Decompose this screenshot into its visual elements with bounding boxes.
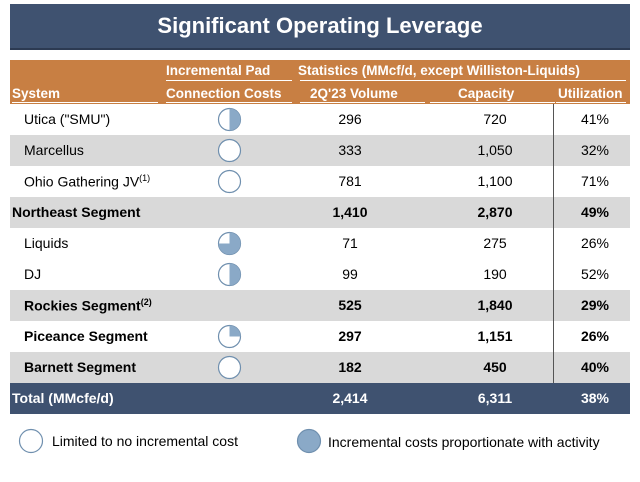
row-volume: 182 xyxy=(338,359,362,375)
total-name: Total (MMcfe/d) xyxy=(12,390,114,406)
header-system-underline xyxy=(12,102,158,103)
total-utilization: 38% xyxy=(580,390,610,406)
row-volume: 296 xyxy=(338,111,362,127)
header-volume-underline xyxy=(300,102,425,103)
row-volume: 525 xyxy=(338,297,362,313)
row-volume: 781 xyxy=(338,173,362,189)
row-volume: 333 xyxy=(338,142,362,158)
row-capacity: 1,840 xyxy=(477,297,513,313)
header-pad-line1: Incremental Pad xyxy=(166,63,271,78)
table-row: Northeast Segment 1,410 2,870 49% xyxy=(10,197,630,228)
page-title: Significant Operating Leverage xyxy=(157,13,483,38)
row-capacity: 1,100 xyxy=(477,173,513,189)
header-pad-underline-2 xyxy=(166,102,292,103)
row-capacity: 720 xyxy=(483,111,507,127)
legend-empty-label: Limited to no incremental cost xyxy=(52,433,238,449)
harvey-ball-icon xyxy=(217,138,242,163)
table-row: Piceance Segment 297 1,151 26% xyxy=(10,321,630,352)
row-utilization: 26% xyxy=(580,235,610,251)
header-capacity: Capacity xyxy=(458,86,515,101)
header-capacity-underline xyxy=(430,102,555,103)
row-name: Utica ("SMU") xyxy=(24,111,111,127)
legend-full-icon xyxy=(296,428,322,454)
harvey-ball-icon xyxy=(217,169,242,194)
harvey-ball-icon xyxy=(217,324,242,349)
harvey-ball-icon xyxy=(217,231,242,256)
total-row: Total (MMcfe/d) 2,414 6,311 38% xyxy=(10,383,630,414)
row-name: Ohio Gathering JV(1) xyxy=(24,173,151,190)
row-volume: 99 xyxy=(342,266,358,282)
row-name: DJ xyxy=(24,266,42,282)
table-row: Utica ("SMU") 296 720 41% xyxy=(10,104,630,135)
table-row: Rockies Segment(2) 525 1,840 29% xyxy=(10,290,630,321)
row-name: Rockies Segment(2) xyxy=(24,297,152,314)
harvey-ball-icon xyxy=(217,107,242,132)
header-stats: Statistics (MMcf/d, except Williston-Liq… xyxy=(298,63,580,78)
header-system: System xyxy=(12,86,61,101)
total-capacity: 6,311 xyxy=(477,390,513,406)
row-capacity: 450 xyxy=(483,359,507,375)
legend-empty-icon xyxy=(18,428,44,454)
row-capacity: 275 xyxy=(483,235,507,251)
table-row: DJ 99 190 52% xyxy=(10,259,630,290)
header-pad-underline xyxy=(166,80,292,81)
header-utilization-underline xyxy=(556,102,626,103)
row-name: Piceance Segment xyxy=(24,328,148,344)
footnote-marker: (1) xyxy=(139,173,151,183)
row-capacity: 1,151 xyxy=(477,328,513,344)
row-volume: 1,410 xyxy=(332,204,368,220)
title-bar: Significant Operating Leverage xyxy=(10,4,630,50)
table-header: Incremental Pad Statistics (MMcf/d, exce… xyxy=(10,60,630,104)
row-volume: 71 xyxy=(342,235,358,251)
row-utilization: 40% xyxy=(580,359,610,375)
row-capacity: 190 xyxy=(483,266,507,282)
row-utilization: 26% xyxy=(580,328,610,344)
row-utilization: 49% xyxy=(580,204,610,220)
header-stats-underline xyxy=(300,80,626,81)
header-volume: 2Q'23 Volume xyxy=(310,86,398,101)
row-utilization: 41% xyxy=(580,111,610,127)
harvey-ball-icon xyxy=(217,262,242,287)
header-utilization: Utilization xyxy=(558,86,623,101)
header-pad-line2: Connection Costs xyxy=(166,86,282,101)
harvey-ball-icon xyxy=(217,355,242,380)
legend-full-label: Incremental costs proportionate with act… xyxy=(328,434,600,450)
row-utilization: 32% xyxy=(580,142,610,158)
total-volume: 2,414 xyxy=(332,390,368,406)
row-capacity: 1,050 xyxy=(477,142,513,158)
row-name: Barnett Segment xyxy=(24,359,137,375)
row-name: Liquids xyxy=(24,235,69,251)
row-capacity: 2,870 xyxy=(477,204,513,220)
table-row: Ohio Gathering JV(1) 781 1,100 71% xyxy=(10,166,630,197)
table-row: Marcellus 333 1,050 32% xyxy=(10,135,630,166)
row-utilization: 29% xyxy=(580,297,610,313)
row-utilization: 71% xyxy=(580,173,610,189)
utilization-divider xyxy=(553,104,554,383)
row-utilization: 52% xyxy=(580,266,610,282)
row-name: Northeast Segment xyxy=(12,204,141,220)
table-row: Barnett Segment 182 450 40% xyxy=(10,352,630,383)
row-volume: 297 xyxy=(338,328,362,344)
row-name: Marcellus xyxy=(24,142,84,158)
table-row: Liquids 71 275 26% xyxy=(10,228,630,259)
footnote-marker: (2) xyxy=(140,297,152,307)
